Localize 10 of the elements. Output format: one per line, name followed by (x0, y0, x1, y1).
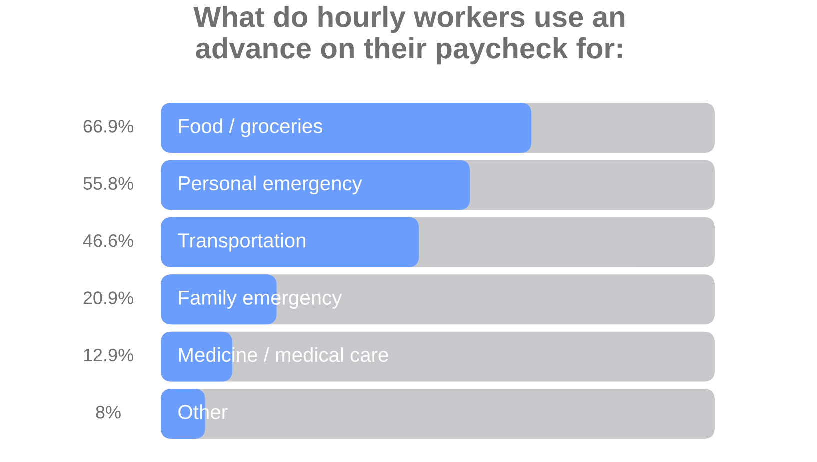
y-tick-label: Food / groceries (179, 118, 322, 138)
data-label: 46.6% (83, 234, 134, 248)
data-label: 8% (96, 406, 121, 419)
data-label: 55.8% (84, 177, 134, 190)
y-tick-label: Personal emergency (179, 176, 362, 195)
data-label: 12.9% (84, 348, 134, 362)
data-label: 66.9% (84, 120, 134, 133)
data-label: 20.9% (84, 292, 134, 304)
y-tick-label: Transportation (178, 233, 306, 252)
chart-title: What do hourly workers use an advance on their paycheck for: (194, 6, 625, 65)
